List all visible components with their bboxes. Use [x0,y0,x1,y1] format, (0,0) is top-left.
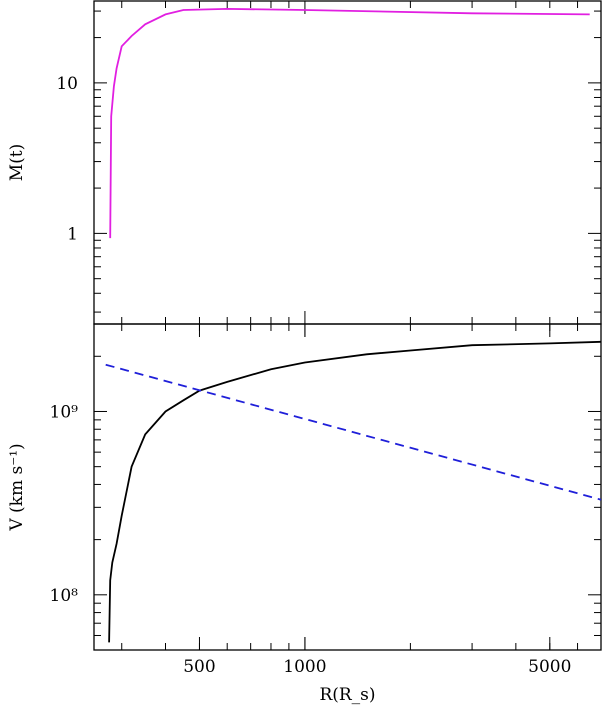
x-tick-label: 500 [183,657,215,677]
x-axis-title: R(R_s) [319,685,375,705]
y-axis-title: M(t) [7,144,27,182]
y-tick-label: 10⁹ [50,402,79,422]
x-tick-label: 5000 [528,657,571,677]
top-panel: 1 10 M(t) [7,0,602,325]
plot-frame [93,0,602,325]
series-line-solid-0 [108,340,601,643]
series-line-dashed-1 [105,363,601,501]
y-tick-label: 10⁸ [50,586,79,606]
y-tick-label: 1 [67,224,78,244]
plot-frame [93,323,602,651]
series-line-solid-0 [109,7,590,239]
x-tick-label: 1000 [283,657,326,677]
bottom-panel: 10⁸ 10⁹ 500 1000 5000 V (km s⁻¹) R(R_s) [7,323,602,705]
y-tick-label: 10 [56,74,78,94]
y-axis-title: V (km s⁻¹) [7,443,27,531]
